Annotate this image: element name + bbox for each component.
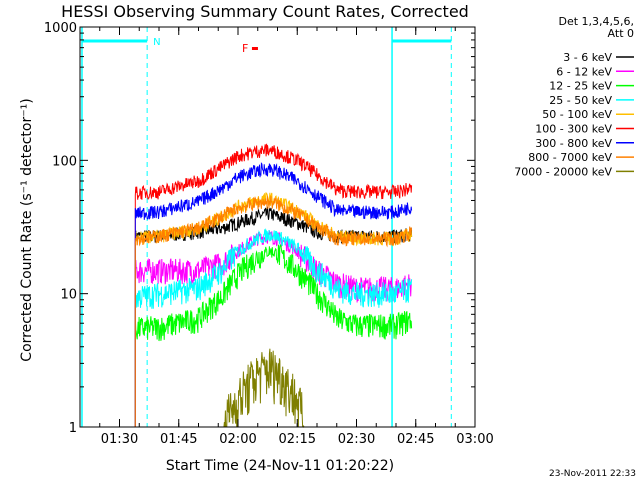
legend-label-2: 12 - 25 keV <box>549 80 612 93</box>
series-line-3 <box>134 228 413 427</box>
series-line-6 <box>134 162 413 427</box>
legend-label-8: 7000 - 20000 keV <box>514 165 612 178</box>
plot-background <box>80 27 475 427</box>
x-tick-label: 02:30 <box>338 432 375 447</box>
plot-area <box>80 27 475 427</box>
flare-marker <box>251 47 258 50</box>
legend-header-1: Att 0 <box>608 27 634 40</box>
series-line-5 <box>134 143 413 427</box>
y-axis-label: Corrected Count Rate (s⁻¹ detector⁻¹) <box>19 98 35 361</box>
legend-label-6: 300 - 800 keV <box>535 137 612 150</box>
y-tick-label: 100 <box>52 154 77 169</box>
series-layer <box>134 143 413 429</box>
legend-header-0: Det 1,3,4,5,6, <box>558 15 634 28</box>
series-line-1 <box>134 229 412 427</box>
legend-label-1: 6 - 12 keV <box>556 65 612 78</box>
x-axis-label: Start Time (24-Nov-11 01:20:22) <box>166 458 394 474</box>
axes: 1 10 100 1000 01:30 01:45 02:00 02:15 02:30 02:45… <box>44 21 494 447</box>
legend-label-3: 25 - 50 keV <box>549 94 612 107</box>
legend-label-5: 100 - 300 keV <box>535 123 612 136</box>
y-tick-label: 1 <box>69 421 77 436</box>
legend-label-0: 3 - 6 keV <box>563 51 612 64</box>
series-line-7 <box>134 195 413 427</box>
series-line-2 <box>134 244 413 427</box>
x-tick-label: 02:00 <box>219 432 256 447</box>
x-tick-label: 01:30 <box>101 432 138 447</box>
legend-label-4: 50 - 100 keV <box>542 108 612 121</box>
x-tick-label: 02:15 <box>279 432 316 447</box>
x-tick-label: 02:45 <box>397 432 434 447</box>
flare-label: F <box>242 42 248 55</box>
footer-timestamp: 23-Nov-2011 22:33 <box>549 469 636 479</box>
x-tick-label: 01:45 <box>160 432 197 447</box>
chart-title: HESSI Observing Summary Count Rates, Cor… <box>61 2 469 21</box>
x-tick-label: 03:00 <box>456 432 493 447</box>
y-tick-label: 10 <box>60 288 77 303</box>
y-tick-label: 1000 <box>44 21 77 36</box>
night-label: N <box>153 37 160 48</box>
legend-label-7: 800 - 7000 keV <box>528 151 612 164</box>
